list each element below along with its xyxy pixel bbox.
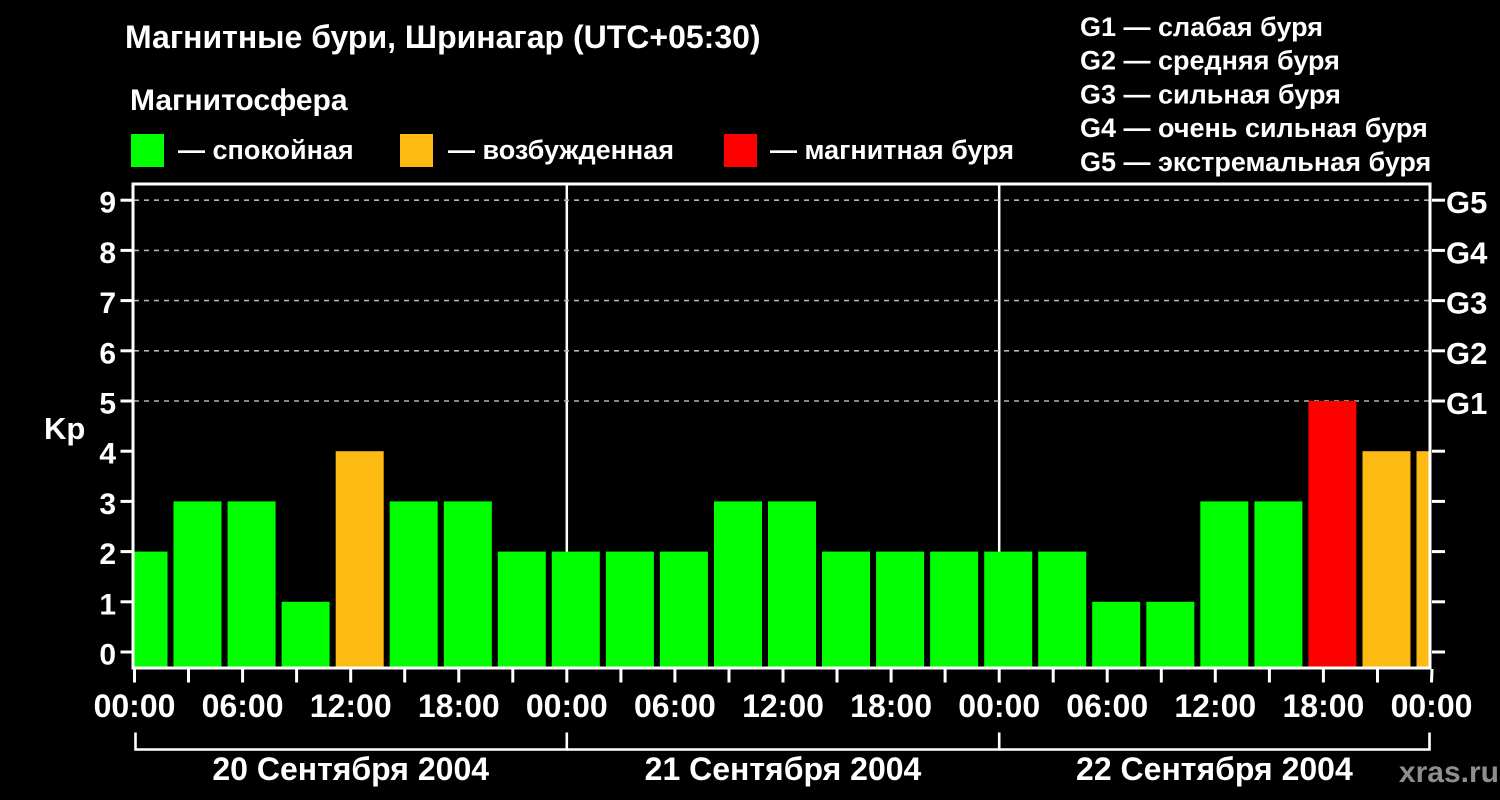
svg-text:06:00: 06:00 — [202, 688, 284, 724]
svg-text:G5 — экстремальная буря: G5 — экстремальная буря — [1080, 147, 1431, 177]
svg-text:G1: G1 — [1446, 386, 1487, 421]
svg-text:8: 8 — [99, 237, 116, 270]
svg-text:00:00: 00:00 — [94, 688, 176, 724]
svg-text:12:00: 12:00 — [742, 688, 824, 724]
svg-text:2: 2 — [99, 538, 116, 571]
svg-text:22 Сентября 2004: 22 Сентября 2004 — [1076, 751, 1353, 787]
svg-text:06:00: 06:00 — [634, 688, 716, 724]
svg-text:Магнитные бури, Шринагар (UTC+: Магнитные бури, Шринагар (UTC+05:30) — [125, 19, 761, 55]
svg-text:3: 3 — [99, 488, 116, 521]
svg-text:1: 1 — [99, 588, 116, 621]
svg-text:— спокойная: — спокойная — [178, 135, 354, 165]
svg-text:G3: G3 — [1446, 286, 1487, 321]
svg-text:G1 — слабая буря: G1 — слабая буря — [1080, 12, 1323, 42]
svg-text:00:00: 00:00 — [526, 688, 608, 724]
svg-text:21 Сентября 2004: 21 Сентября 2004 — [645, 751, 922, 787]
svg-text:G5: G5 — [1446, 185, 1487, 220]
svg-text:— возбужденная: — возбужденная — [448, 135, 674, 165]
svg-text:00:00: 00:00 — [1391, 688, 1473, 724]
svg-text:0: 0 — [99, 639, 116, 672]
svg-text:G3 — сильная буря: G3 — сильная буря — [1080, 79, 1341, 109]
svg-text:4: 4 — [99, 438, 116, 471]
svg-text:18:00: 18:00 — [1282, 688, 1364, 724]
svg-text:G4 — очень сильная буря: G4 — очень сильная буря — [1080, 113, 1428, 143]
svg-text:xras.ru: xras.ru — [1399, 756, 1499, 789]
svg-text:18:00: 18:00 — [850, 688, 932, 724]
svg-text:12:00: 12:00 — [310, 688, 392, 724]
svg-text:— магнитная буря: — магнитная буря — [770, 135, 1014, 165]
svg-text:12:00: 12:00 — [1174, 688, 1256, 724]
svg-text:Kp: Kp — [44, 411, 85, 446]
svg-text:7: 7 — [99, 287, 116, 320]
svg-text:06:00: 06:00 — [1066, 688, 1148, 724]
svg-text:6: 6 — [99, 337, 116, 370]
svg-text:G2 — средняя буря: G2 — средняя буря — [1080, 46, 1340, 76]
svg-text:9: 9 — [99, 187, 116, 220]
svg-text:20 Сентября 2004: 20 Сентября 2004 — [212, 751, 489, 787]
svg-text:5: 5 — [99, 388, 116, 421]
svg-text:G4: G4 — [1446, 235, 1488, 270]
svg-text:00:00: 00:00 — [958, 688, 1040, 724]
svg-text:Магнитосфера: Магнитосфера — [130, 84, 348, 117]
svg-text:18:00: 18:00 — [418, 688, 500, 724]
svg-text:G2: G2 — [1446, 336, 1487, 371]
